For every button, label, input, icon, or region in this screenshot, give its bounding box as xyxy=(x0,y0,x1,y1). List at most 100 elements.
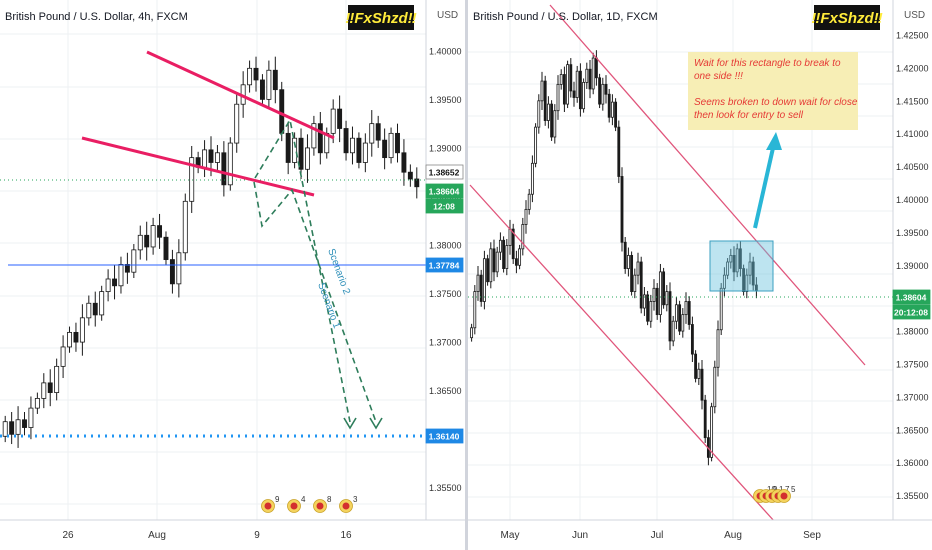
candle xyxy=(732,246,736,282)
candle xyxy=(694,350,698,383)
x-tick-label: 9 xyxy=(254,530,260,541)
candle xyxy=(479,269,483,307)
channel-upper-line[interactable] xyxy=(549,4,866,366)
candle xyxy=(652,279,656,311)
scenario-arrowheads xyxy=(343,417,383,430)
candle xyxy=(713,360,717,414)
candle xyxy=(729,248,733,269)
svg-text:1.38604: 1.38604 xyxy=(429,187,460,197)
left-grid xyxy=(0,0,426,520)
candle xyxy=(234,94,240,153)
candle xyxy=(401,139,407,186)
candle xyxy=(92,291,98,327)
candle xyxy=(407,164,413,187)
x-tick-label: 26 xyxy=(62,530,74,541)
right-time-axis[interactable] xyxy=(468,520,932,550)
candle xyxy=(476,265,480,301)
candle xyxy=(575,65,579,103)
candle xyxy=(649,294,653,328)
y-tick-label: 1.40500 xyxy=(896,162,929,172)
candle xyxy=(623,237,627,274)
candle xyxy=(687,296,691,330)
left-candles xyxy=(2,56,420,448)
y-tick-label: 1.41500 xyxy=(896,96,929,106)
consolidation-rectangle[interactable] xyxy=(709,240,774,292)
candle xyxy=(626,247,630,277)
y-tick-label: 1.39500 xyxy=(896,228,929,238)
y-tick-label: 1.36500 xyxy=(429,386,462,396)
candle xyxy=(54,358,60,401)
left-plot-area[interactable] xyxy=(0,0,426,520)
svg-text:3: 3 xyxy=(353,495,358,504)
right-candles xyxy=(470,50,758,466)
event-badge[interactable]: 9 xyxy=(261,495,281,513)
x-tick-label: May xyxy=(501,530,520,541)
price-badge: 1.36140 xyxy=(425,428,464,444)
event-badge[interactable]: 5 xyxy=(777,485,797,503)
candle xyxy=(665,285,669,312)
wedge-upper-trendline[interactable] xyxy=(146,50,335,140)
y-tick-label: 1.39000 xyxy=(896,261,929,271)
candle xyxy=(662,267,666,309)
candle xyxy=(67,326,72,353)
candle xyxy=(150,217,156,255)
candle xyxy=(617,120,621,184)
right-watermark: ‼FxShzd‼ xyxy=(811,10,882,27)
candle xyxy=(34,392,40,414)
candle xyxy=(556,75,560,120)
candle xyxy=(41,373,47,409)
candle xyxy=(350,126,355,165)
left-event-badges[interactable]: 9 4 8 3 xyxy=(261,495,359,513)
left-time-axis[interactable] xyxy=(0,520,465,550)
left-panel: Scenario 2 Scenario 1 British Pound / U.… xyxy=(0,0,465,550)
candle xyxy=(189,145,195,213)
candle xyxy=(678,300,682,336)
scenario-paths[interactable] xyxy=(253,117,377,423)
right-watermark-box xyxy=(814,5,880,30)
candle xyxy=(601,77,605,111)
candle xyxy=(578,63,582,117)
candle xyxy=(674,296,678,330)
event-badge[interactable]: 3 xyxy=(339,495,359,513)
y-tick-label: 1.39500 xyxy=(429,95,462,105)
candle xyxy=(598,73,602,109)
candle xyxy=(498,232,502,261)
event-badge[interactable]: 4 xyxy=(287,495,307,513)
channel-lower-line[interactable] xyxy=(469,184,776,523)
y-tick-label: 1.41000 xyxy=(896,129,929,139)
candle xyxy=(382,128,388,170)
candle xyxy=(298,128,304,179)
breakout-arrow[interactable] xyxy=(753,132,782,229)
y-tick-label: 1.36000 xyxy=(896,458,929,468)
candle xyxy=(105,269,111,302)
candle xyxy=(559,69,563,90)
candle xyxy=(537,94,541,134)
svg-text:4: 4 xyxy=(301,495,306,504)
price-badge: 1.37784 xyxy=(425,257,464,273)
candle xyxy=(22,412,27,436)
event-badge[interactable]: 8 xyxy=(313,495,333,513)
candle xyxy=(144,221,150,261)
candle xyxy=(247,60,253,93)
candle xyxy=(112,265,117,300)
svg-text:5: 5 xyxy=(791,485,796,494)
candle xyxy=(505,238,509,276)
candle xyxy=(543,75,547,126)
candle xyxy=(272,56,278,104)
right-price-axis[interactable] xyxy=(893,0,932,520)
candle xyxy=(681,308,685,338)
candle xyxy=(658,263,662,323)
y-tick-label: 1.39000 xyxy=(429,143,462,153)
candle xyxy=(486,254,490,286)
candle xyxy=(610,94,614,126)
wedge-lower-trendline[interactable] xyxy=(81,136,315,197)
candle xyxy=(614,98,618,132)
right-chart-title: British Pound / U.S. Dollar, 1D, FXCM xyxy=(473,11,658,23)
x-tick-label: Sep xyxy=(803,530,821,541)
annotation-note[interactable]: Wait for this rectangle to break to one … xyxy=(688,52,858,130)
y-tick-label: 1.37000 xyxy=(896,392,929,402)
candle xyxy=(642,287,646,316)
right-event-badges[interactable]: 109175 xyxy=(753,485,797,503)
candle xyxy=(470,323,474,342)
